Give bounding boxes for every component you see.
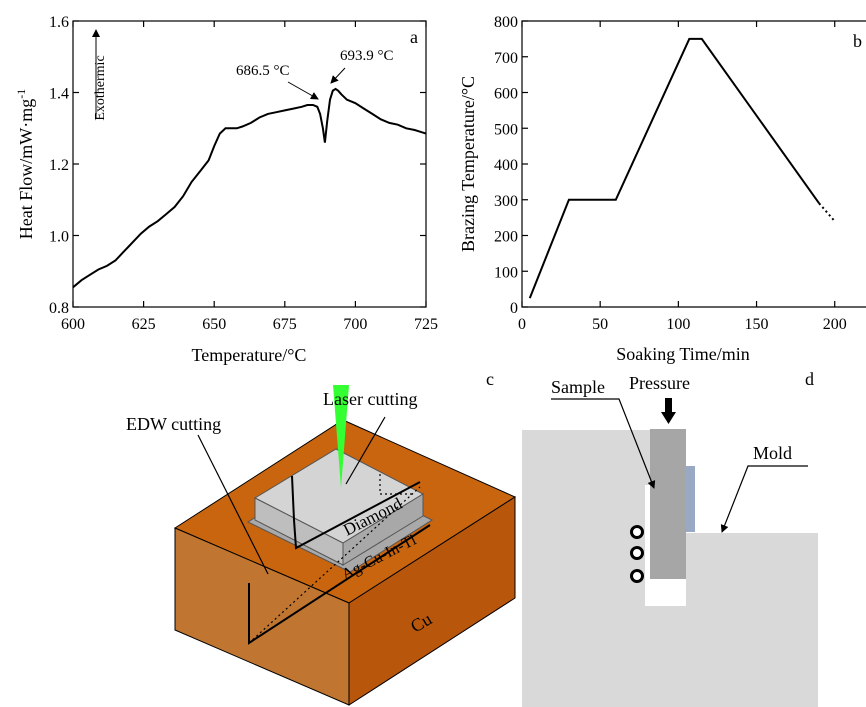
panel-a-ylabel-main: Heat Flow/mW·mg [16,99,36,239]
panel-b-xtick-label: 50 [592,316,608,333]
panel-a-xtick-label: 625 [132,316,156,333]
panel-b-xtick-label: 0 [518,316,526,333]
panel-b-xtick-label: 200 [823,316,847,333]
edw-cutting-leader [197,434,269,575]
mold-leader [720,465,808,533]
edw-cutting-label: EDW cutting [126,414,221,434]
panel-a-xtick-label: 700 [343,316,367,333]
panel-a-ticks [72,20,427,308]
laser-cut-hidden-line [379,474,412,495]
laser-beam [333,385,349,488]
panel-a-ylabel-sup: -1 [14,89,28,99]
panel-b-curve-dotted [818,202,836,222]
panel-b-ytick-label: 400 [494,157,518,174]
panel-a-ytick-label: 1.0 [49,229,69,246]
panel-b-frame [521,20,866,308]
panel-a-tick-labels: 600 625 650 675 700 725 0.8 1.0 1.2 1.4 1.6 [49,14,438,333]
sample-label: Sample [551,377,605,397]
panel-b-ytick-label: 600 [494,86,518,103]
panel-a-annotation-694: 693.9 °C [340,48,394,64]
panel-a-ytick-label: 1.6 [49,14,69,31]
panel-b-ytick-label: 500 [494,121,518,138]
panel-b-ylabel: Brazing Temperature/°C [458,76,478,252]
panel-b-ytick-label: 800 [494,14,518,31]
panel-a-ylabel: Heat Flow/mW·mg-1 [14,89,36,239]
panel-d-schematic: d Pressure Sample Mold [522,369,818,707]
panel-c-schematic: c Laser cutting EDW cutting Diamond Ag-C… [126,369,517,706]
panel-b-ytick-label: 300 [494,193,518,210]
copper-right-face [348,496,516,706]
shim-block [686,466,695,532]
panel-a-xtick-label: 675 [273,316,297,333]
panel-b-ytick-label: 100 [494,264,518,281]
panel-b-ticks [521,20,836,308]
ring-marker-2 [630,546,644,560]
panel-a-xlabel: Temperature/°C [192,345,307,365]
panel-a-curve [72,87,427,289]
panel-b-ytick-label: 0 [510,300,518,317]
ring-marker-1 [630,525,644,539]
panel-c-letter: c [486,369,494,389]
pressure-label: Pressure [629,373,690,393]
sample-leader [551,398,656,489]
panel-b-xlabel: Soaking Time/min [616,344,750,364]
edw-cut-hidden-line [248,486,421,644]
panel-b-tick-labels: 0 50 100 150 200 0 100 200 300 400 500 600 700 800 [494,14,847,333]
panel-a-annotation-686: 686.5 °C [236,63,290,79]
panel-a-exothermic-label: Exothermic [93,55,108,120]
laser-cut-line [291,475,421,550]
panel-a-letter: a [410,27,418,47]
panel-a-xtick-label: 600 [61,316,85,333]
panel-b-letter: b [853,31,862,51]
panel-b-xtick-label: 150 [745,316,769,333]
panel-a-chart: 600 625 650 675 700 725 0.8 1.0 1.2 1.4 1.6 Temper… [14,14,438,365]
panel-a-xtick-label: 725 [414,316,438,333]
laser-cutting-leader [345,416,386,485]
laser-cutting-label: Laser cutting [323,389,417,409]
panel-b-curve-solid [528,37,820,299]
pressure-arrow-head [661,412,676,424]
panel-a-ytick-label: 1.2 [49,157,69,174]
panel-a-xtick-label: 650 [202,316,226,333]
panel-a-annotation-686-leader [287,81,319,100]
mold-label: Mold [753,443,792,463]
panel-a-ytick-label: 1.4 [49,86,69,103]
panel-b-chart: 0 50 100 150 200 0 100 200 300 400 500 600 700 800 So… [458,14,866,364]
panel-b-ytick-label: 700 [494,50,518,67]
panel-b-ytick-label: 200 [494,229,518,246]
ring-marker-3 [630,569,644,583]
panel-a-annotation-694-leader [330,67,346,84]
panel-a-ytick-label: 0.8 [49,300,69,317]
panel-d-letter: d [805,369,814,389]
panel-b-xtick-label: 100 [666,316,690,333]
sample-block [650,429,686,579]
pressure-arrow-shaft [665,398,672,414]
